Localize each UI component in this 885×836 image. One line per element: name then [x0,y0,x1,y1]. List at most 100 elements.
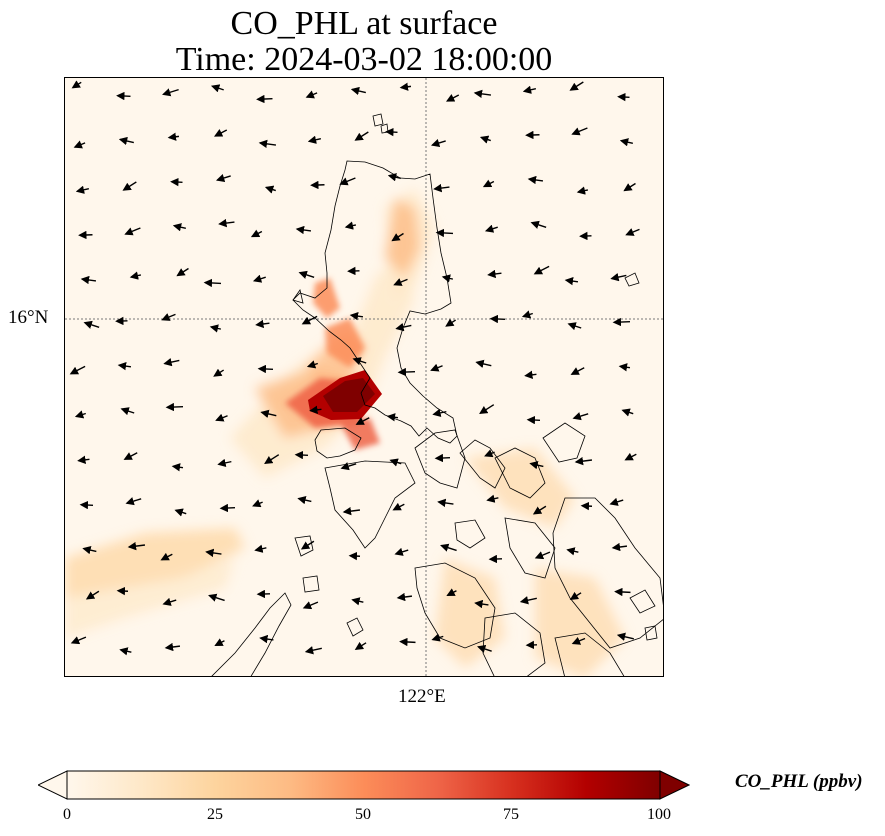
wind-arrow [355,417,370,425]
wind-arrow [625,228,640,236]
wind-arrow [489,314,506,324]
wind-arrow [386,413,399,422]
wind-arrow [434,453,451,463]
wind-arrow [486,494,499,503]
wind-arrow [385,127,398,137]
coastline [211,113,663,676]
wind-arrow [474,599,489,609]
wind-arrow [624,452,637,461]
map-subtitle-time: Time: 2024-03-02 18:00:00 [175,41,553,78]
wind-arrow [527,175,544,185]
wind-arrow [389,458,402,467]
wind-arrow [399,82,412,91]
wind-arrow [71,80,82,89]
wind-arrow [252,274,266,283]
wind-arrow [256,94,273,104]
wind-arrow [574,456,593,466]
wind-arrow [431,633,444,642]
wind-arrow [487,269,502,279]
wind-arrow [576,186,589,195]
wind-arrow [484,224,498,233]
wind-arrow [609,497,624,506]
wind-arrow [571,127,588,136]
wind-arrow [396,592,413,602]
wind-arrow [484,449,495,458]
wind-arrow [572,412,589,421]
wind-arrow [567,322,582,331]
wind-arrow [304,646,322,655]
wind-arrow [219,503,236,513]
latitude-label: 16°N [8,307,49,328]
wind-arrow [74,410,86,419]
wind-arrow [479,404,495,415]
wind-arrow [83,320,100,329]
colorbar-label: CO_PHL (ppbv) [735,771,863,792]
wind-arrow [75,185,90,194]
wind-arrow [348,551,361,561]
wind-arrow [162,597,177,606]
wind-arrow [172,223,187,232]
wind-arrow [619,138,634,147]
wind-arrow [250,229,263,238]
wind-arrow [349,311,364,321]
wind-arrow [70,636,87,645]
wind-arrow [621,408,634,417]
wind-arrow [387,173,402,182]
wind-arrow [176,267,189,277]
wind-arrow [397,367,416,377]
wind-arrow [208,593,225,602]
wind-arrow [441,274,454,283]
wind-arrow [339,177,356,186]
wind-vector-field [69,80,640,656]
wind-arrow [254,544,267,553]
wind-arrow [301,315,318,325]
wind-arrow [477,645,492,653]
wind-arrow [473,89,492,99]
wind-arrow [125,497,142,506]
wind-arrow [167,132,180,141]
wind-arrow [580,501,593,511]
colorbar-gradient [66,770,661,800]
wind-arrow [522,85,537,94]
colorbar-tick-75: 75 [503,806,519,823]
wind-arrow [479,135,491,144]
wind-arrow [521,310,533,319]
wind-arrow [164,642,181,652]
wind-arrow [532,505,547,515]
wind-arrow [344,221,357,230]
wind-arrow [305,90,318,99]
wind-arrow [440,543,457,552]
wind-arrow [122,181,137,191]
wind-arrow [217,458,232,467]
wind-arrow [393,278,408,286]
wind-arrow [258,139,277,149]
wind-arrow [124,227,141,236]
wind-arrow [342,506,361,516]
wind-arrow [85,590,100,600]
wind-arrow [203,278,222,288]
map-canvas [65,78,663,676]
wind-arrow [612,317,631,327]
wind-arrow [445,94,460,102]
longitude-label: 122°E [398,686,446,707]
colorbar-min-extend [38,770,68,800]
wind-arrow [127,541,146,551]
wind-arrow [160,552,173,561]
colorbar-tick-25: 25 [207,806,223,823]
wind-arrow [80,275,97,285]
wind-arrow [79,500,94,510]
wind-arrow [309,405,322,414]
wind-arrow [210,84,224,93]
wind-arrow [610,273,627,282]
wind-arrow [213,129,228,137]
wind-arrow [259,634,274,644]
wind-arrow [350,86,366,96]
wind-arrow [252,499,263,508]
wind-arrow [352,357,367,366]
wind-arrow [526,415,541,425]
wind-arrow [116,91,131,101]
wind-arrow [445,318,457,327]
wind-arrow [533,265,550,275]
wind-arrow [569,591,582,600]
wind-arrow [295,225,312,235]
